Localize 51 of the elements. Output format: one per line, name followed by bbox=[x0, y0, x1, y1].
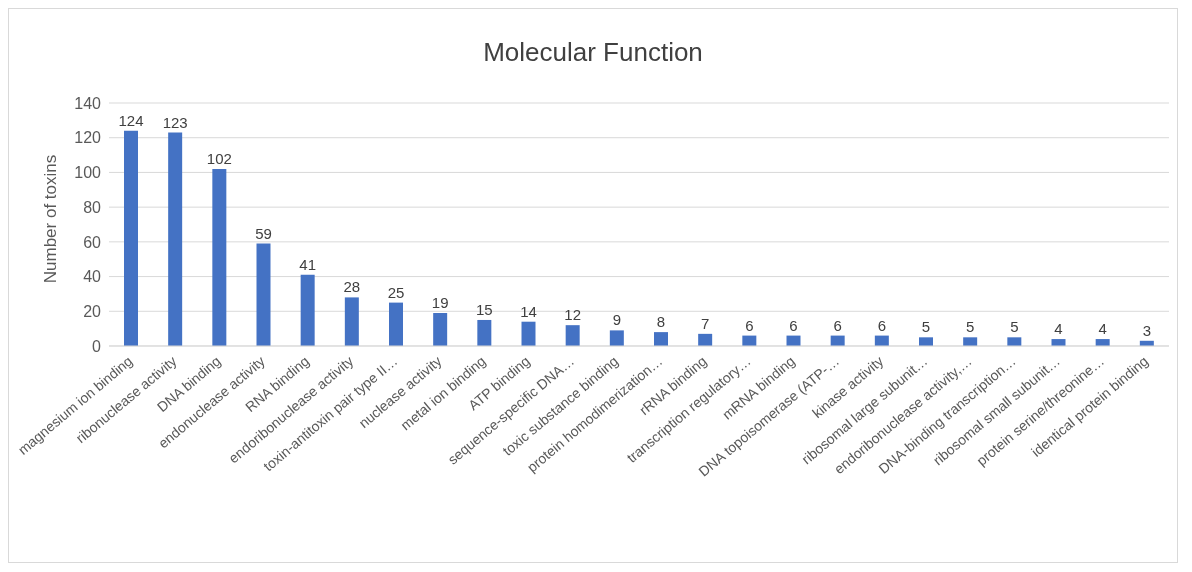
data-label: 59 bbox=[255, 224, 272, 242]
bar bbox=[433, 313, 448, 346]
data-label: 5 bbox=[1010, 318, 1019, 336]
bar bbox=[698, 333, 713, 346]
data-label: 6 bbox=[833, 316, 842, 334]
bar bbox=[609, 330, 624, 346]
y-tick-label: 40 bbox=[83, 268, 102, 286]
data-label: 14 bbox=[520, 302, 537, 320]
data-label: 5 bbox=[921, 318, 931, 336]
data-label: 4 bbox=[1098, 320, 1107, 338]
bar bbox=[389, 302, 403, 346]
y-tick-label: 60 bbox=[83, 233, 102, 251]
data-label: 9 bbox=[612, 311, 622, 329]
bar bbox=[654, 332, 668, 346]
data-label: 124 bbox=[118, 111, 144, 129]
bar bbox=[300, 274, 315, 346]
data-label: 4 bbox=[1054, 320, 1063, 338]
y-tick-label: 20 bbox=[83, 302, 102, 320]
data-label: 123 bbox=[162, 113, 188, 131]
bar bbox=[256, 243, 271, 346]
y-tick-label: 0 bbox=[92, 337, 102, 355]
data-label: 6 bbox=[745, 316, 754, 334]
data-label: 6 bbox=[877, 316, 887, 334]
data-label: 41 bbox=[299, 255, 317, 273]
bar bbox=[1007, 337, 1022, 346]
data-label: 8 bbox=[656, 313, 666, 331]
bar bbox=[124, 130, 138, 346]
data-label: 3 bbox=[1142, 321, 1152, 339]
bar bbox=[521, 321, 536, 346]
bar bbox=[565, 325, 580, 346]
y-tick-label: 80 bbox=[83, 198, 102, 216]
bar bbox=[344, 297, 359, 346]
bar bbox=[477, 319, 492, 346]
data-label: 25 bbox=[387, 283, 405, 301]
y-tick-label: 140 bbox=[74, 94, 102, 112]
data-label: 19 bbox=[431, 294, 449, 312]
bar bbox=[168, 132, 183, 346]
y-tick-label: 120 bbox=[74, 129, 102, 147]
data-label: 5 bbox=[965, 318, 975, 336]
chart-title: Molecular Function bbox=[482, 36, 704, 67]
data-label: 15 bbox=[475, 300, 493, 318]
data-label: 102 bbox=[206, 149, 232, 167]
data-label: 28 bbox=[343, 278, 361, 296]
bar bbox=[963, 337, 978, 346]
y-axis-title: Number of toxins bbox=[41, 154, 61, 284]
data-label: 6 bbox=[789, 316, 798, 334]
bar bbox=[919, 337, 933, 346]
bar bbox=[212, 168, 227, 346]
data-label: 7 bbox=[700, 314, 710, 332]
y-tick-label: 100 bbox=[74, 164, 102, 182]
data-label: 12 bbox=[564, 306, 582, 324]
